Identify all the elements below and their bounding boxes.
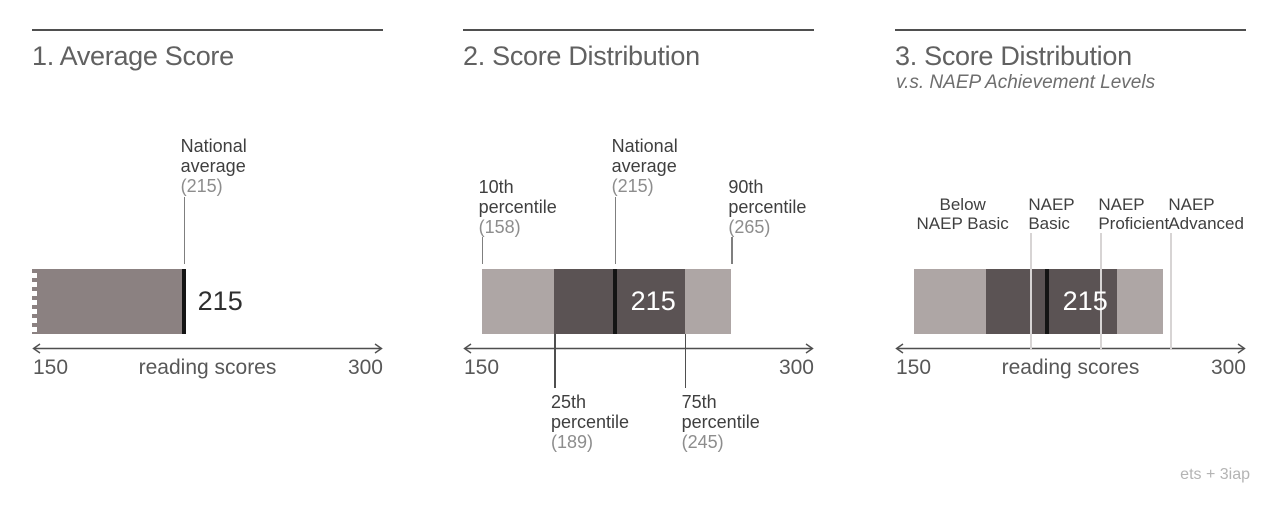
naep-level-label-line: Advanced bbox=[1168, 214, 1244, 233]
bar-value-label: 215 bbox=[630, 286, 676, 316]
naep-cutoff-line bbox=[1170, 233, 1172, 350]
annotation-value: (215) bbox=[180, 176, 223, 196]
x-axis bbox=[32, 342, 383, 355]
annotation-label-line: 25th bbox=[551, 392, 587, 412]
panel-top-rule bbox=[895, 29, 1246, 31]
annotation-label-line: percentile bbox=[478, 197, 557, 217]
bar-segment-dark bbox=[986, 269, 1117, 334]
naep-cutoff-line bbox=[1030, 233, 1032, 350]
annotation-label-line: 75th bbox=[681, 392, 717, 412]
annotation-leader-line bbox=[183, 197, 186, 264]
axis-title: reading scores bbox=[138, 356, 277, 379]
annotation-label-line: National bbox=[180, 136, 247, 156]
national-average-median-line bbox=[1044, 269, 1049, 334]
percentile-tick-line bbox=[684, 334, 687, 388]
x-axis bbox=[463, 342, 814, 355]
annotation-label-line: percentile bbox=[551, 412, 630, 432]
bar-segment-dark bbox=[554, 269, 685, 334]
annotation-value: (245) bbox=[681, 432, 724, 452]
panel-title: 3. Score Distribution bbox=[895, 41, 1132, 71]
bar-segment-light bbox=[684, 269, 732, 334]
annotation-label-line: average bbox=[611, 156, 677, 176]
panel-score-distribution: 2. Score Distribution 215 10th percentile(… bbox=[463, 0, 814, 510]
naep-cutoff-line bbox=[1100, 233, 1102, 350]
naep-level-label-line: Below bbox=[939, 195, 986, 214]
axis-min-label: 150 bbox=[464, 356, 500, 379]
naep-level-label: Below NAEP Basic bbox=[917, 195, 1009, 233]
national-average-median-line bbox=[612, 269, 617, 334]
axis-truncation-marks bbox=[32, 269, 37, 334]
x-axis-arrow bbox=[463, 343, 814, 354]
annotation-leader-line bbox=[481, 237, 484, 264]
bar-segment-light bbox=[1116, 269, 1164, 334]
axis-title: reading scores bbox=[1001, 356, 1140, 379]
panel-title: 2. Score Distribution bbox=[463, 41, 700, 71]
annotation-label-line: National bbox=[611, 136, 678, 156]
panel-average-score: 1. Average Score 215 National average (215)… bbox=[32, 0, 383, 510]
panel-top-rule bbox=[463, 29, 814, 31]
annotation-label-line: average bbox=[180, 156, 246, 176]
bar-value-label: 215 bbox=[197, 286, 243, 316]
naep-level-label: NAEP Proficient bbox=[1098, 195, 1169, 233]
axis-max-label: 300 bbox=[778, 356, 814, 379]
naep-level-label-line: NAEP Basic bbox=[916, 214, 1009, 233]
panel-title: 1. Average Score bbox=[32, 41, 234, 71]
axis-min-label: 150 bbox=[896, 356, 932, 379]
naep-level-label-line: Proficient bbox=[1098, 214, 1170, 233]
panel-score-distribution-naep: 3. Score Distribution v.s. NAEP Achievem… bbox=[895, 0, 1246, 510]
annotation-value: (189) bbox=[551, 432, 594, 452]
panel-subtitle: v.s. NAEP Achievement Levels bbox=[896, 72, 1156, 93]
naep-level-label-line: Basic bbox=[1028, 214, 1070, 233]
annotation-value: (158) bbox=[478, 217, 521, 237]
naep-level-label: NAEP Basic bbox=[1028, 195, 1074, 233]
axis-max-label: 300 bbox=[1210, 356, 1246, 379]
panel-top-rule bbox=[32, 29, 383, 31]
annotation-label-line: percentile bbox=[728, 197, 807, 217]
bar-segment-light bbox=[913, 269, 986, 334]
percentile-tick-line bbox=[554, 334, 556, 388]
annotation-below: 25th percentile (189) bbox=[551, 392, 629, 452]
national-average-median-line bbox=[181, 269, 186, 334]
axis-max-label: 300 bbox=[347, 356, 383, 379]
bar-segment-light bbox=[481, 269, 554, 334]
attribution: ets + 3iap bbox=[1180, 466, 1250, 483]
annotation-value: (215) bbox=[611, 176, 654, 196]
bar-segment-medium bbox=[32, 269, 184, 334]
annotation-label-line: 10th bbox=[478, 177, 514, 197]
annotation-label-line: percentile bbox=[681, 412, 760, 432]
axis-min-label: 150 bbox=[33, 356, 69, 379]
annotation-above: National average (215) bbox=[181, 136, 247, 196]
annotation-value: (265) bbox=[728, 217, 771, 237]
annotation-leader-line bbox=[614, 197, 617, 264]
annotation-label-line: 90th bbox=[728, 177, 764, 197]
naep-level-label-line: NAEP bbox=[1098, 195, 1145, 214]
annotation-leader-line bbox=[731, 237, 733, 264]
annotation-above: 90th percentile (265) bbox=[728, 177, 806, 237]
naep-level-label-line: NAEP bbox=[1168, 195, 1215, 214]
annotation-below: 75th percentile (245) bbox=[682, 392, 760, 452]
naep-level-label: NAEP Advanced bbox=[1168, 195, 1244, 233]
annotation-above: National average (215) bbox=[612, 136, 678, 196]
x-axis bbox=[895, 342, 1246, 355]
naep-level-label-line: NAEP bbox=[1028, 195, 1075, 214]
bar-value-label: 215 bbox=[1062, 286, 1108, 316]
annotation-above: 10th percentile (158) bbox=[479, 177, 557, 237]
x-axis-arrow bbox=[895, 343, 1246, 354]
x-axis-arrow bbox=[32, 343, 383, 354]
